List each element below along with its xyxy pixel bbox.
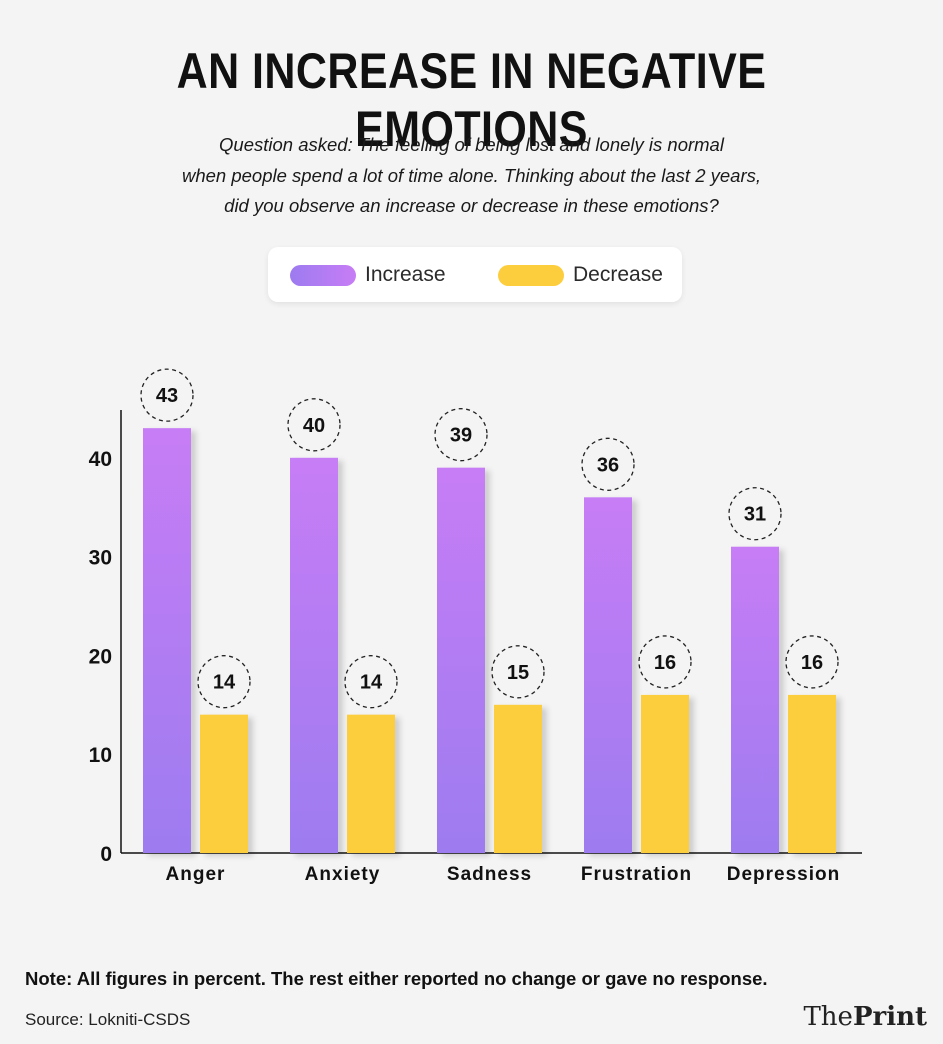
data-label: 43 xyxy=(156,385,178,407)
data-label: 40 xyxy=(303,415,325,437)
data-label: 39 xyxy=(450,425,472,447)
bar-increase xyxy=(290,457,338,853)
x-tick-label: Sadness xyxy=(447,864,532,885)
legend-swatch-decrease xyxy=(498,264,564,286)
legend-swatch-increase xyxy=(290,264,356,286)
data-label: 31 xyxy=(744,504,766,526)
bar-decrease xyxy=(494,704,542,853)
data-label-circle xyxy=(785,635,839,689)
logo-the: The xyxy=(803,1002,853,1032)
data-label-circle xyxy=(491,645,545,699)
y-tick-label: 10 xyxy=(89,744,112,767)
data-label-circle xyxy=(140,368,194,422)
legend: Increase Decrease xyxy=(268,247,682,302)
data-label-circle xyxy=(287,398,341,452)
subtitle-line: when people spend a lot of time alone. T… xyxy=(181,164,761,186)
source: Source: Lokniti-CSDS xyxy=(25,1010,191,1029)
data-label: 16 xyxy=(801,652,823,674)
chart-subtitle: Question asked: The feeling of being los… xyxy=(120,130,823,222)
subtitle-line: did you observe an increase or decrease … xyxy=(224,195,719,216)
bars xyxy=(143,428,836,853)
logo-print: Print xyxy=(852,1002,927,1032)
y-tick-label: 0 xyxy=(100,843,112,866)
data-label-circle xyxy=(344,655,398,709)
note: Note: All figures in percent. The rest e… xyxy=(25,968,768,989)
data-label: 15 xyxy=(507,662,529,684)
data-label-circle xyxy=(434,408,488,462)
chart-title: AN INCREASE IN NEGATIVE EMOTIONS xyxy=(176,43,767,157)
data-label: 14 xyxy=(213,672,236,694)
data-label: 36 xyxy=(597,454,619,476)
legend-label-increase: Increase xyxy=(365,263,446,286)
subtitle-line: Question asked: The feeling of being los… xyxy=(219,134,724,155)
y-tick-label: 30 xyxy=(89,547,112,570)
legend-item-increase: Increase xyxy=(290,261,446,289)
data-label: 14 xyxy=(360,672,383,694)
data-label-circle xyxy=(581,437,635,491)
data-label-circle xyxy=(728,487,782,541)
bar-decrease xyxy=(200,714,248,853)
bar-decrease xyxy=(788,694,836,853)
theprint-logo: ThePrint xyxy=(803,1002,927,1032)
legend-label-decrease: Decrease xyxy=(573,263,663,286)
y-tick-label: 40 xyxy=(89,448,112,471)
x-tick-label: Anger xyxy=(166,864,226,885)
data-label-circle xyxy=(638,635,692,689)
data-label-circle xyxy=(197,655,251,709)
data-label: 16 xyxy=(654,652,676,674)
x-tick-label: Anxiety xyxy=(305,864,381,885)
bar-chart: 0 10 20 30 40 Anger Anxiety Sadness Frustration D… xyxy=(89,368,862,885)
bar-increase xyxy=(731,546,779,853)
legend-item-decrease: Decrease xyxy=(498,261,663,289)
bar-increase xyxy=(437,467,485,853)
bar-decrease xyxy=(641,694,689,853)
x-tick-label: Frustration xyxy=(581,864,692,885)
data-labels: 43 14 40 14 39 15 36 16 31 16 xyxy=(140,368,839,709)
y-tick-label: 20 xyxy=(89,645,112,668)
bar-increase xyxy=(143,428,191,853)
x-tick-label: Depression xyxy=(727,864,840,885)
bar-increase xyxy=(584,497,632,853)
bar-decrease xyxy=(347,714,395,853)
